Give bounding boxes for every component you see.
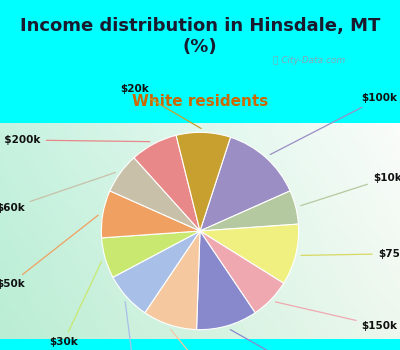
Text: $50k: $50k (0, 215, 98, 289)
Text: $30k: $30k (49, 261, 102, 347)
Text: $125k: $125k (230, 330, 338, 350)
Wedge shape (145, 231, 200, 330)
Wedge shape (176, 132, 230, 231)
Wedge shape (102, 231, 200, 277)
Wedge shape (196, 231, 255, 330)
Wedge shape (110, 158, 200, 231)
Text: ⓘ City-Data.com: ⓘ City-Data.com (273, 56, 346, 65)
Text: $150k: $150k (276, 302, 398, 331)
Text: $20k: $20k (120, 84, 201, 128)
Text: $10k: $10k (301, 173, 400, 206)
Text: $60k: $60k (0, 173, 116, 213)
Text: $40k: $40k (120, 301, 149, 350)
Wedge shape (200, 137, 290, 231)
Wedge shape (200, 224, 299, 283)
Text: $75k: $75k (301, 249, 400, 259)
Wedge shape (113, 231, 200, 313)
Text: Income distribution in Hinsdale, MT
(%): Income distribution in Hinsdale, MT (%) (20, 17, 380, 56)
Wedge shape (134, 135, 200, 231)
Text: $200k: $200k (170, 329, 241, 350)
Wedge shape (200, 231, 284, 313)
Text: > $200k: > $200k (0, 135, 150, 145)
Wedge shape (200, 191, 298, 231)
Text: $100k: $100k (270, 93, 398, 155)
Wedge shape (101, 191, 200, 238)
Text: White residents: White residents (132, 93, 268, 108)
